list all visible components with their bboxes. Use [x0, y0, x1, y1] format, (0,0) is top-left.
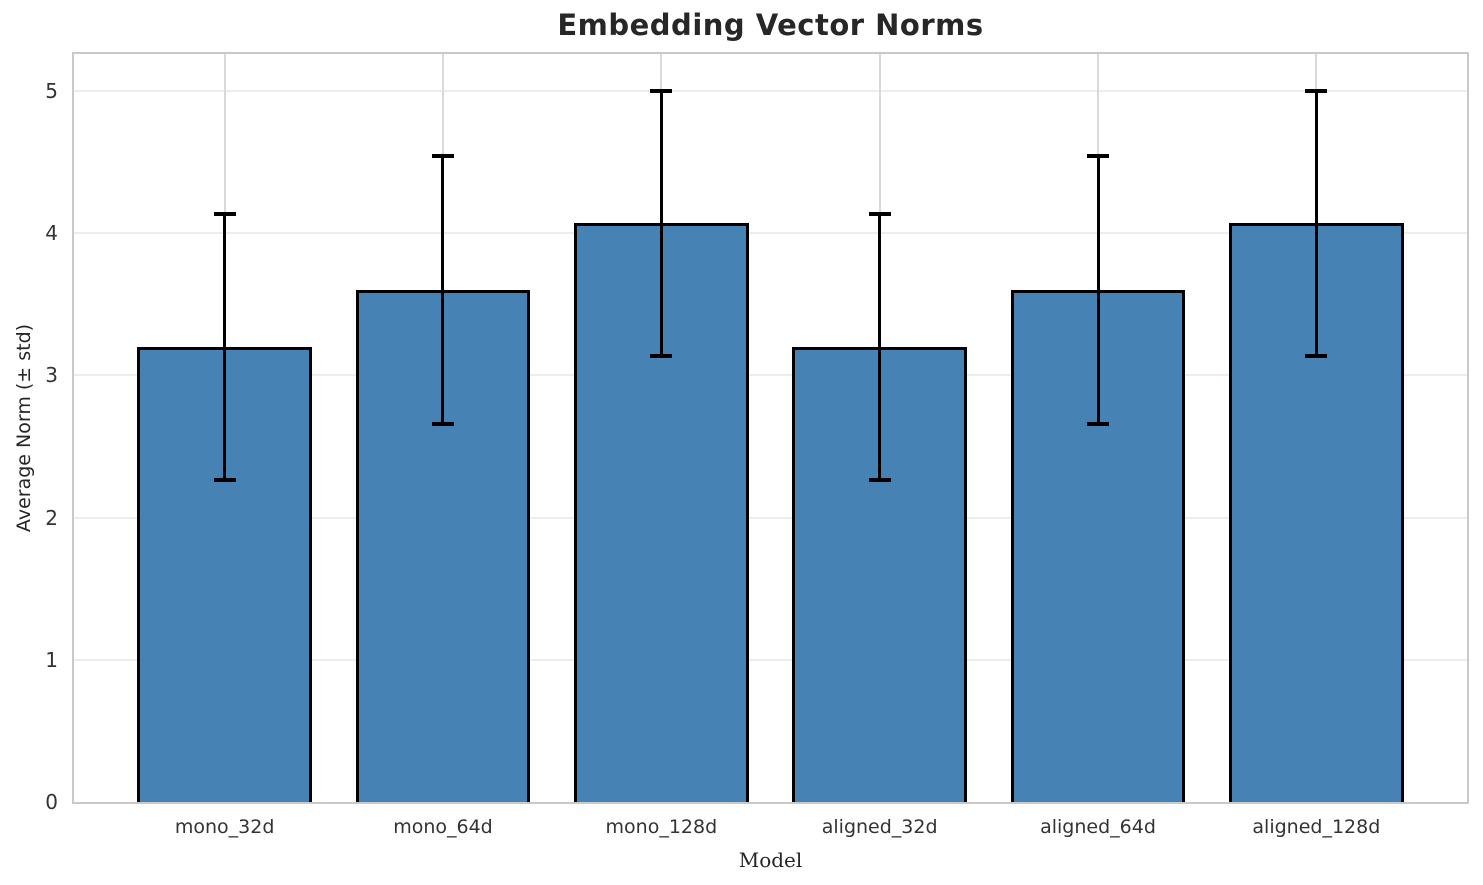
y-tick-label: 2: [45, 505, 58, 530]
error-cap-bottom-aligned_32d: [868, 477, 891, 482]
x-tick-label-mono_128d: mono_128d: [605, 816, 718, 838]
gridline-h: [74, 516, 1467, 519]
gridline-h: [74, 658, 1467, 661]
error-cap-bottom-aligned_128d: [1305, 353, 1328, 358]
x-tick-label-aligned_128d: aligned_128d: [1252, 816, 1381, 838]
error-cap-top-mono_64d: [431, 153, 454, 158]
y-tick-label: 5: [45, 78, 58, 103]
error-cap-bottom-mono_128d: [650, 353, 673, 358]
x-tick-label-aligned_64d: aligned_64d: [1040, 816, 1156, 838]
error-bar-aligned_64d: [1096, 154, 1100, 426]
y-tick-label: 4: [45, 221, 58, 246]
error-cap-top-aligned_64d: [1087, 153, 1109, 158]
error-cap-top-aligned_32d: [868, 212, 891, 217]
chart-title: Embedding Vector Norms: [557, 8, 984, 42]
error-bar-aligned_128d: [1314, 89, 1318, 357]
error-cap-top-aligned_128d: [1305, 88, 1328, 93]
error-bar-mono_128d: [659, 89, 663, 357]
y-tick-label: 1: [45, 647, 58, 672]
x-tick-label-mono_64d: mono_64d: [393, 816, 493, 838]
y-axis-label: Average Norm (± std): [13, 323, 35, 533]
error-cap-bottom-mono_32d: [213, 477, 236, 482]
error-cap-bottom-aligned_64d: [1087, 422, 1109, 427]
gridline-h: [74, 374, 1467, 377]
error-bar-mono_64d: [441, 154, 445, 426]
error-cap-top-mono_32d: [213, 212, 236, 217]
plot-area: [72, 52, 1469, 804]
error-bar-mono_32d: [223, 213, 227, 481]
error-cap-top-mono_128d: [650, 88, 673, 93]
y-tick-label: 0: [45, 790, 58, 814]
gridline-h: [74, 89, 1467, 92]
gridline-h: [74, 232, 1467, 235]
error-bar-aligned_32d: [878, 213, 882, 481]
x-axis-label: Model: [738, 848, 803, 872]
error-bars-layer: [74, 54, 1467, 802]
error-cap-bottom-mono_64d: [431, 422, 454, 427]
y-tick-label: 3: [45, 363, 58, 388]
x-tick-label-mono_32d: mono_32d: [174, 816, 275, 838]
x-tick-label-aligned_32d: aligned_32d: [821, 816, 938, 838]
